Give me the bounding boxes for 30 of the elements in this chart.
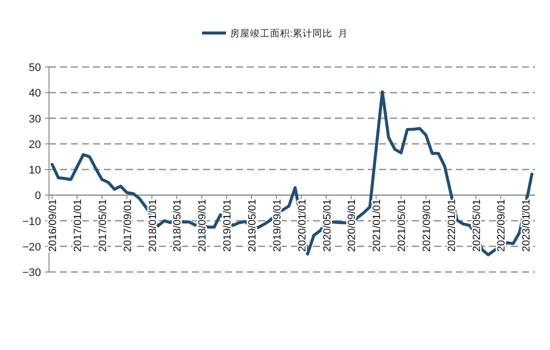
y-tick-label: 10 (28, 164, 41, 176)
y-tick-label: 40 (28, 88, 41, 100)
x-tick-label: 2022/05/01 (470, 198, 483, 252)
y-tick-label: 0 (34, 190, 41, 202)
x-tick-label: 2018/01/01 (146, 198, 159, 252)
x-tick-label: 2017/05/01 (96, 198, 109, 252)
y-tick-label: 20 (28, 138, 41, 151)
legend-label: 房屋竣工面积:累计同比 月 (230, 28, 348, 40)
x-tick-label: 2022/09/01 (496, 198, 508, 252)
y-tick-label: −30 (22, 267, 41, 279)
y-tick-label: 50 (28, 62, 41, 74)
x-tick-label: 2020/05/01 (321, 198, 334, 252)
x-tick-label: 2021/09/01 (420, 198, 433, 252)
x-tick-label: 2020/01/01 (296, 198, 308, 252)
x-tick-label: 2023/01/01 (520, 198, 533, 252)
y-tick-label: 30 (28, 113, 41, 126)
x-tick-label: 2019/01/01 (222, 198, 234, 252)
x-tick-label: 2016/09/01 (47, 198, 60, 252)
x-tick-label: 2019/09/01 (271, 198, 284, 252)
y-tick-label: −10 (22, 216, 41, 228)
x-tick-label: 2018/05/01 (172, 198, 184, 252)
x-tick-label: 2020/09/01 (346, 198, 358, 252)
x-tick-label: 2018/09/01 (196, 198, 209, 252)
x-tick-label: 2017/09/01 (122, 198, 134, 252)
y-tick-label: −20 (22, 241, 41, 254)
x-tick-label: 2017/01/01 (72, 198, 84, 252)
x-tick-label: 2019/05/01 (246, 198, 258, 252)
x-tick-label: 2021/01/01 (371, 198, 384, 252)
x-tick-label: 2022/01/01 (446, 198, 458, 252)
x-tick-label: 2021/05/01 (396, 198, 408, 252)
